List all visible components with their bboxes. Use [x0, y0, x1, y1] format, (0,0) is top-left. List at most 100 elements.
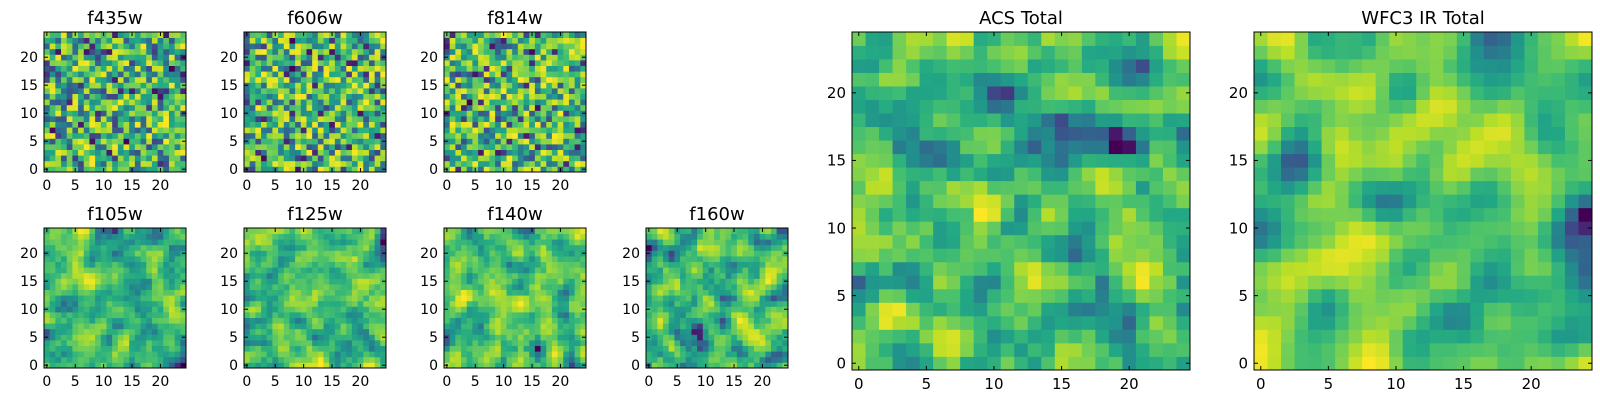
heatmap-cell: [1108, 207, 1123, 222]
heatmap-cell: [66, 340, 73, 346]
heatmap-cell: [506, 132, 513, 139]
heatmap-cell: [180, 261, 187, 268]
heatmap-cell: [55, 104, 62, 111]
heatmap-cell: [289, 250, 296, 257]
heatmap-cell: [702, 328, 709, 335]
heatmap-cell: [89, 256, 96, 262]
heatmap-cell: [89, 149, 96, 156]
heatmap-cell: [83, 65, 90, 72]
heatmap-cell: [55, 71, 62, 78]
heatmap-cell: [455, 256, 462, 262]
heatmap-cell: [89, 267, 96, 274]
heatmap-cell: [174, 289, 181, 296]
heatmap-cell: [960, 275, 975, 290]
heatmap-cell: [546, 166, 553, 173]
heatmap-cell: [174, 261, 181, 268]
heatmap-cell: [580, 323, 587, 330]
heatmap-cell: [540, 149, 547, 156]
heatmap-cell: [329, 340, 336, 346]
heatmap-cell: [512, 340, 519, 346]
heatmap-cell: [1081, 275, 1096, 290]
heatmap-cell: [478, 334, 485, 341]
heatmap-cell: [244, 300, 251, 307]
heatmap-cell: [112, 160, 119, 167]
heatmap-cell: [249, 239, 256, 246]
heatmap-cell: [95, 155, 102, 162]
heatmap-cell: [329, 272, 336, 279]
heatmap-cell: [66, 37, 73, 44]
heatmap-cell: [329, 284, 336, 290]
heatmap-cell: [134, 37, 141, 44]
heatmap-cell: [1176, 167, 1191, 182]
heatmap-cell: [529, 76, 536, 83]
heatmap-cell: [72, 132, 79, 139]
heatmap-cell: [646, 328, 653, 335]
heatmap-cell: [163, 149, 170, 156]
heatmap-cell: [461, 334, 468, 341]
heatmap-cell: [329, 256, 336, 262]
heatmap-cell: [168, 351, 176, 358]
heatmap-cell: [340, 300, 347, 307]
heatmap-cell: [266, 99, 273, 106]
heatmap-cell: [489, 328, 496, 335]
heatmap-cell: [685, 244, 692, 251]
heatmap-cell: [483, 300, 490, 307]
heatmap-cell: [551, 362, 558, 369]
heatmap-cell: [748, 356, 755, 363]
heatmap-cell: [334, 233, 341, 240]
heatmap-cell: [295, 306, 302, 313]
heatmap-cell: [557, 289, 564, 296]
heatmap-cell: [174, 239, 181, 246]
heatmap-cell: [151, 334, 158, 341]
heatmap-cell: [1041, 342, 1056, 357]
heatmap-cell: [168, 54, 176, 61]
heatmap-cell: [489, 334, 496, 341]
heatmap-cell: [714, 351, 721, 358]
heatmap-cell: [374, 356, 381, 363]
x-tick-label: 10: [95, 178, 113, 194]
heatmap-cell: [340, 306, 347, 313]
heatmap-cell: [455, 244, 462, 251]
heatmap-cell: [466, 43, 473, 50]
heatmap-cell: [168, 284, 176, 290]
heatmap-cell: [123, 76, 130, 83]
heatmap-cell: [580, 289, 587, 296]
heatmap-cell: [163, 76, 170, 83]
heatmap-cell: [278, 121, 285, 128]
heatmap-cell: [283, 76, 290, 83]
heatmap-cell: [323, 239, 330, 246]
heatmap-cell: [351, 121, 358, 128]
heatmap-cell: [261, 93, 268, 100]
heatmap-cell: [668, 328, 675, 335]
heatmap-cell: [495, 356, 502, 363]
heatmap-cell: [300, 99, 307, 106]
heatmap-cell: [461, 284, 468, 290]
heatmap-cell: [357, 284, 364, 290]
heatmap-cell: [517, 116, 524, 122]
heatmap-cell: [770, 295, 778, 302]
heatmap-cell: [180, 244, 187, 251]
heatmap-cell: [534, 356, 541, 363]
heatmap-cell: [134, 43, 141, 50]
heatmap-cell: [49, 295, 56, 302]
heatmap-cell: [140, 99, 147, 106]
heatmap-cell: [261, 121, 268, 128]
heatmap-cell: [112, 144, 119, 150]
heatmap-cell: [55, 284, 62, 290]
heatmap-cell: [249, 32, 256, 38]
heatmap-cell: [663, 278, 670, 285]
heatmap-cell: [117, 76, 124, 83]
heatmap-cell: [163, 317, 170, 324]
heatmap-cell: [334, 267, 341, 274]
heatmap-cell: [255, 239, 262, 246]
heatmap-cell: [668, 233, 675, 240]
heatmap-cell: [668, 284, 675, 290]
heatmap-cell: [523, 37, 530, 44]
heatmap-cell: [1122, 302, 1137, 317]
heatmap-cell: [180, 328, 187, 335]
heatmap-cell: [368, 228, 376, 234]
heatmap-cell: [100, 144, 107, 150]
heatmap-cell: [455, 99, 462, 106]
heatmap-cell: [295, 233, 302, 240]
heatmap-cell: [66, 71, 73, 78]
